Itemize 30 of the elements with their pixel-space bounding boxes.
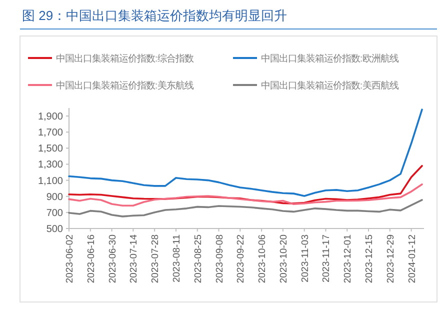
x-tick-label: 2023-09-08 xyxy=(214,234,226,284)
x-tick-label: 2023-11-17 xyxy=(321,234,332,282)
x-tick-label: 2023-07-28 xyxy=(150,234,162,284)
x-tick-label: 2023-10-20 xyxy=(278,234,290,284)
x-tick-label: 2023-06-30 xyxy=(107,234,118,284)
x-tick-label: 2023-11-03 xyxy=(300,234,311,282)
x-tick-label: 2023-12-29 xyxy=(385,234,396,284)
y-tick-label: 1,700 xyxy=(38,128,64,139)
legend-label: 中国出口集装箱运价指数:综合指数 xyxy=(56,54,194,64)
y-tick-label: 1,100 xyxy=(38,176,64,187)
x-tick-label: 2023-12-01 xyxy=(342,234,354,284)
legend-label: 中国出口集装箱运价指数:美东航线 xyxy=(56,80,194,90)
x-tick-label: 2023-12-15 xyxy=(364,234,376,284)
legend-label: 中国出口集装箱运价指数:欧洲航线 xyxy=(261,54,399,64)
x-tick-label: 2023-08-11 xyxy=(171,234,182,282)
x-tick-label: 2024-01-12 xyxy=(406,234,418,284)
y-tick-label: 900 xyxy=(46,192,64,203)
y-tick-label: 1,500 xyxy=(38,144,64,155)
x-tick-label: 2023-10-06 xyxy=(257,234,268,284)
x-tick-label: 2023-08-25 xyxy=(192,234,204,284)
x-tick-label: 2023-06-16 xyxy=(86,234,97,284)
x-tick-label: 2023-07-14 xyxy=(128,234,140,284)
legend-label: 中国出口集装箱运价指数:美西航线 xyxy=(261,80,399,90)
title: 图 29：中国出口集装箱运价指数均有明显回升 xyxy=(22,8,288,23)
y-tick-label: 500 xyxy=(46,224,64,235)
y-tick-label: 1,300 xyxy=(38,160,64,171)
y-tick-label: 1,900 xyxy=(38,112,64,123)
y-tick-label: 700 xyxy=(46,208,64,219)
x-tick-label: 2023-06-02 xyxy=(64,234,76,284)
x-tick-label: 2023-09-22 xyxy=(236,234,247,284)
